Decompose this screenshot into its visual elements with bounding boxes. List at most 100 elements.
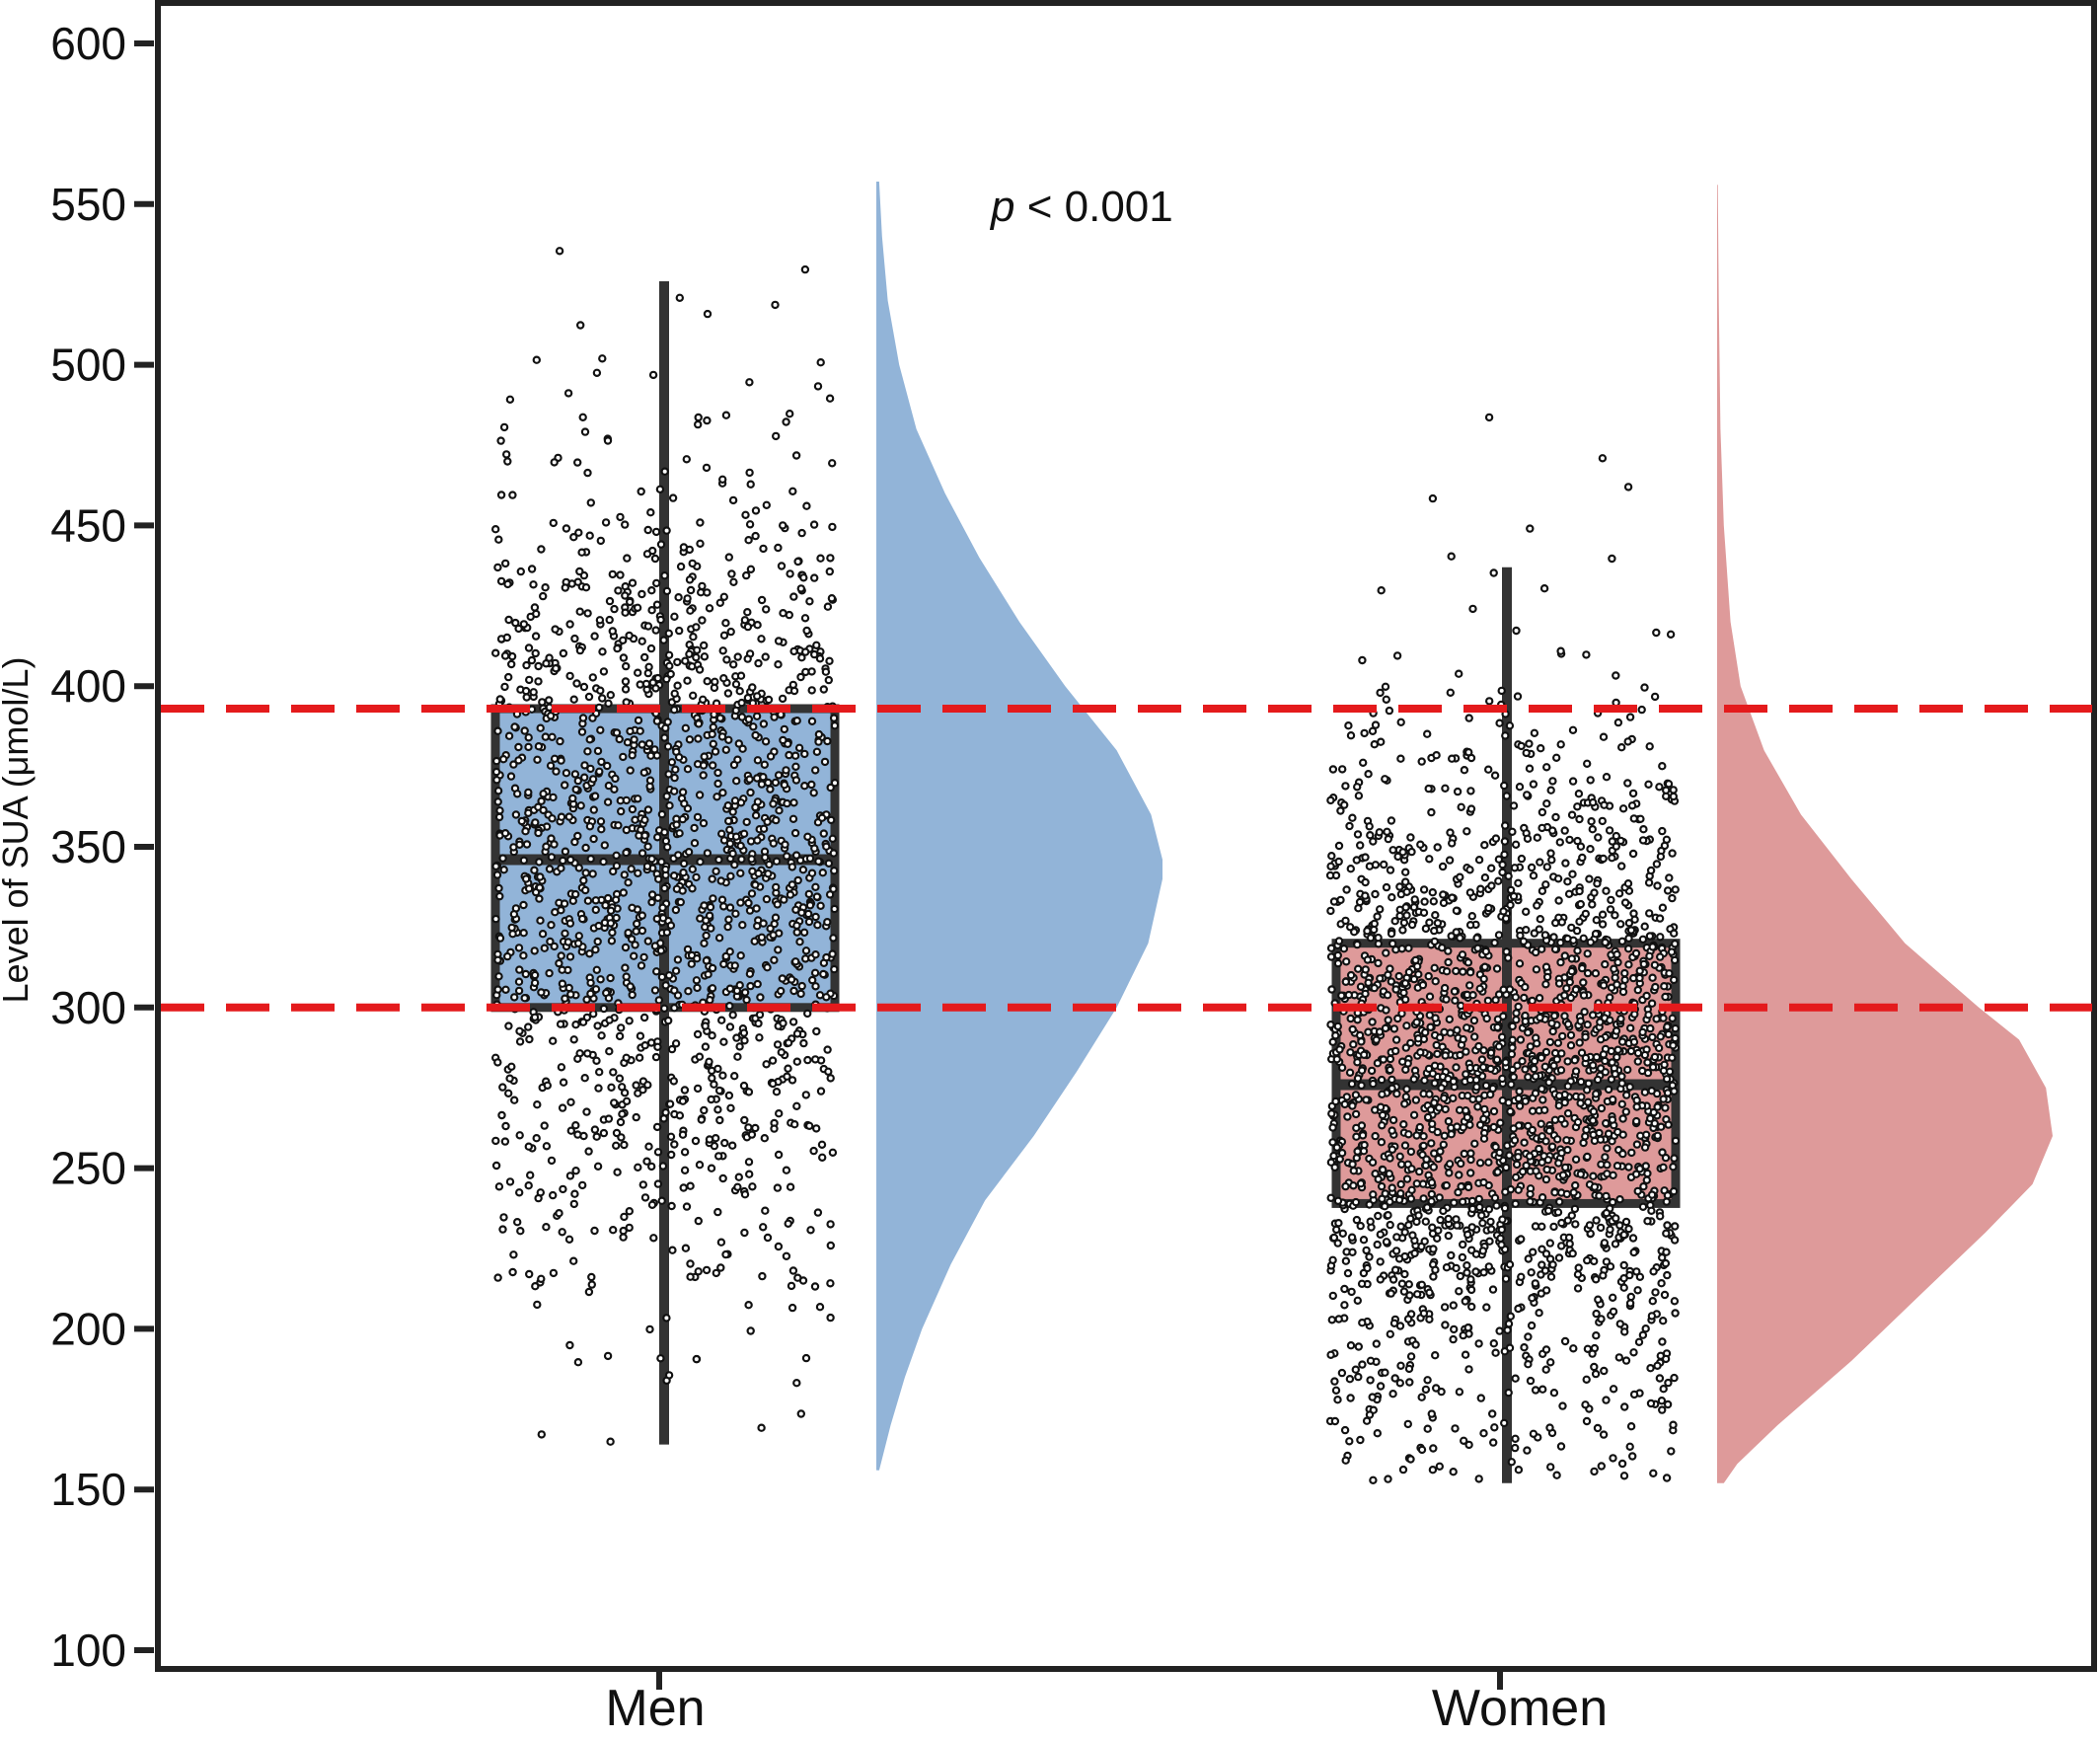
data-point: [1556, 1066, 1566, 1075]
data-point: [1337, 1148, 1347, 1158]
data-point: [1384, 1210, 1392, 1220]
data-point: [1372, 1339, 1382, 1348]
data-point: [1523, 1446, 1532, 1455]
data-point: [1669, 929, 1679, 938]
data-point: [763, 963, 772, 972]
data-point: [1647, 999, 1657, 1008]
data-point: [1589, 1106, 1599, 1116]
data-point: [521, 686, 531, 696]
data-point: [1671, 885, 1680, 894]
data-point: [1578, 853, 1587, 863]
data-point: [652, 914, 662, 924]
data-point: [1653, 1102, 1662, 1111]
data-point: [1398, 1465, 1408, 1475]
data-point: [1326, 1193, 1335, 1203]
data-point: [534, 828, 543, 838]
data-point: [1549, 1012, 1559, 1021]
data-point: [719, 592, 729, 602]
data-point: [1327, 1109, 1336, 1118]
data-point: [745, 468, 754, 478]
data-point: [1465, 968, 1475, 977]
data-point: [1371, 889, 1380, 899]
data-point: [632, 1081, 640, 1090]
data-point: [1333, 950, 1343, 960]
data-point: [589, 834, 598, 844]
data-point: [634, 794, 642, 803]
data-point: [760, 760, 770, 770]
data-point: [777, 562, 787, 570]
data-point: [1551, 812, 1560, 822]
data-point: [703, 849, 712, 858]
data-point: [1325, 870, 1335, 880]
data-point: [1421, 1217, 1431, 1226]
data-point: [1449, 1077, 1459, 1087]
data-point: [770, 955, 779, 965]
data-point: [1428, 1465, 1438, 1475]
data-point: [701, 1042, 711, 1051]
data-point: [1367, 1066, 1377, 1076]
data-point: [668, 1246, 677, 1254]
data-point: [1441, 784, 1450, 794]
data-point: [1466, 1285, 1476, 1295]
data-point: [1427, 1197, 1436, 1206]
data-point: [1611, 911, 1619, 920]
data-point: [752, 712, 762, 720]
data-point: [1640, 1088, 1650, 1097]
data-point: [1356, 1221, 1365, 1231]
data-point: [1629, 1348, 1638, 1357]
data-point: [1483, 765, 1493, 774]
data-point: [1660, 1060, 1669, 1070]
data-point: [510, 1096, 519, 1104]
data-point: [761, 737, 771, 746]
data-point: [1591, 930, 1601, 939]
data-point: [1348, 1160, 1357, 1169]
data-point: [713, 1207, 722, 1217]
data-point: [559, 856, 567, 866]
data-point: [660, 467, 669, 476]
data-point: [1647, 1312, 1657, 1321]
data-point: [742, 995, 751, 1005]
data-point: [616, 1117, 626, 1127]
data-point: [522, 693, 531, 702]
data-point: [810, 573, 819, 582]
data-point: [705, 604, 714, 613]
data-point: [710, 683, 719, 693]
data-point: [547, 1156, 557, 1166]
data-point: [1551, 753, 1561, 763]
data-point: [555, 1208, 563, 1218]
data-point: [1569, 936, 1578, 946]
data-point: [1538, 1222, 1546, 1232]
data-point: [1457, 802, 1465, 812]
data-point: [652, 967, 661, 976]
data-point: [1536, 744, 1545, 753]
data-point: [1588, 797, 1598, 807]
data-point: [593, 746, 603, 756]
data-point: [1570, 1056, 1580, 1065]
data-point: [1467, 1204, 1477, 1214]
data-point: [1476, 1394, 1486, 1402]
data-point: [660, 733, 669, 742]
data-point: [1397, 1057, 1407, 1066]
data-point: [745, 969, 755, 979]
data-point: [1395, 882, 1404, 891]
data-point: [1392, 651, 1402, 660]
data-point: [1546, 786, 1555, 794]
data-point: [757, 1423, 766, 1432]
data-point: [1526, 1189, 1535, 1199]
data-point: [561, 929, 569, 939]
data-point: [828, 949, 837, 958]
data-point: [763, 1233, 773, 1243]
data-point: [599, 1004, 609, 1014]
data-point: [1429, 926, 1439, 936]
data-point: [1546, 1272, 1556, 1281]
data-point: [692, 623, 701, 632]
data-point: [1661, 1153, 1671, 1163]
data-point: [1557, 1149, 1566, 1158]
data-point: [797, 528, 806, 538]
data-point: [757, 933, 767, 943]
data-point: [1576, 1170, 1586, 1178]
data-point: [738, 744, 747, 753]
data-point: [566, 1097, 575, 1107]
data-point: [1447, 932, 1456, 941]
data-point: [662, 1314, 671, 1323]
